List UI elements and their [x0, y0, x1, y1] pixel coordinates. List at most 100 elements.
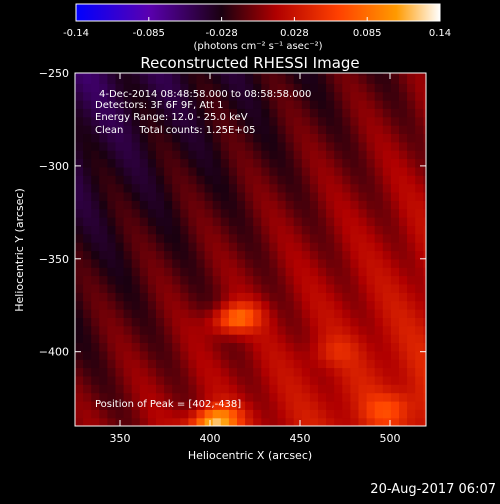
heatmap-cell — [139, 99, 149, 109]
heatmap-cell — [75, 309, 84, 318]
heatmap-cell — [366, 384, 376, 394]
heatmap-cell — [269, 200, 279, 210]
heatmap-cell — [99, 233, 108, 243]
heatmap-cell — [350, 375, 360, 385]
heatmap-cell — [407, 292, 416, 302]
heatmap-cell — [228, 200, 238, 210]
heatmap-cell — [309, 183, 319, 193]
heatmap-cell — [399, 141, 408, 151]
heatmap-cell — [269, 384, 279, 394]
heatmap-cell — [204, 417, 214, 426]
heatmap-cell — [188, 200, 198, 210]
heatmap-cell — [423, 300, 426, 310]
heatmap-cell — [245, 208, 254, 218]
heatmap-cell — [99, 141, 108, 151]
heatmap-cell — [172, 292, 181, 302]
heatmap-cell — [382, 200, 392, 210]
heatmap-cell — [220, 384, 230, 394]
heatmap-cell — [188, 166, 198, 176]
heatmap-cell — [374, 350, 384, 360]
heatmap-cell — [253, 258, 262, 268]
heatmap-cell — [172, 225, 181, 235]
heatmap-cell — [75, 108, 84, 118]
heatmap-cell — [382, 334, 392, 343]
heatmap-cell — [277, 91, 287, 101]
heatmap-cell — [237, 183, 246, 193]
heatmap-cell — [139, 275, 149, 285]
heatmap-cell — [75, 384, 84, 394]
heatmap-cell — [196, 309, 206, 318]
colorbar-tick-label: 0.085 — [353, 28, 382, 39]
heatmap-cell — [228, 258, 238, 268]
heatmap-cell — [309, 166, 319, 176]
heatmap-cell — [204, 116, 214, 126]
heatmap-cell — [131, 217, 141, 226]
heatmap-cell — [115, 317, 125, 327]
heatmap-cell — [115, 375, 125, 385]
heatmap-cell — [358, 108, 368, 118]
heatmap-cell — [309, 116, 319, 126]
heatmap-cell — [334, 375, 343, 385]
heatmap-cell — [228, 350, 238, 360]
heatmap-cell — [423, 83, 426, 93]
heatmap-cell — [382, 258, 392, 268]
heatmap-cell — [342, 133, 351, 143]
heatmap-cell — [326, 258, 335, 268]
heatmap-cell — [350, 99, 360, 109]
heatmap-cell — [237, 141, 246, 151]
heatmap-cell — [253, 141, 262, 151]
heatmap-cell — [326, 267, 335, 277]
heatmap-cell — [399, 225, 408, 235]
heatmap-cell — [131, 309, 141, 318]
heatmap-cell — [188, 384, 198, 394]
heatmap-cell — [107, 141, 117, 151]
heatmap-cell — [220, 400, 230, 410]
heatmap-cell — [301, 258, 311, 268]
heatmap-cell — [115, 83, 125, 93]
heatmap-cell — [107, 283, 117, 293]
heatmap-cell — [83, 400, 92, 410]
heatmap-cell — [172, 99, 181, 109]
heatmap-cell — [390, 99, 400, 109]
heatmap-cell — [285, 309, 295, 318]
heatmap-cell — [99, 150, 108, 160]
heatmap-cell — [261, 74, 270, 84]
heatmap-cell — [75, 150, 84, 160]
heatmap-cell — [180, 233, 189, 243]
heatmap-cell — [245, 300, 254, 310]
heatmap-cell — [415, 359, 424, 369]
heatmap-cell — [334, 108, 343, 118]
heatmap-cell — [237, 342, 246, 352]
heatmap-cell — [147, 283, 157, 293]
heatmap-cell — [350, 283, 360, 293]
heatmap-cell — [91, 166, 100, 176]
heatmap-cell — [285, 409, 295, 419]
heatmap-cell — [309, 141, 319, 151]
heatmap-cell — [245, 267, 254, 277]
heatmap-cell — [75, 242, 84, 252]
heatmap-cell — [180, 217, 189, 226]
heatmap-cell — [172, 242, 181, 252]
heatmap-cell — [147, 191, 157, 201]
heatmap-cell — [196, 108, 206, 118]
heatmap-cell — [301, 208, 311, 218]
heatmap-cell — [342, 325, 351, 335]
heatmap-cell — [366, 292, 376, 302]
heatmap-cell — [366, 217, 376, 226]
heatmap-cell — [156, 99, 165, 109]
y-tick-label: −350 — [39, 253, 69, 266]
heatmap-cell — [350, 175, 360, 185]
heatmap-cell — [123, 150, 133, 160]
heatmap-cell — [358, 91, 368, 101]
heatmap-cell — [301, 242, 311, 252]
heatmap-cell — [269, 292, 279, 302]
heatmap-cell — [123, 133, 133, 143]
heatmap-cell — [415, 250, 424, 260]
heatmap-cell — [374, 158, 384, 168]
heatmap-cell — [180, 375, 189, 385]
heatmap-cell — [220, 116, 230, 126]
heatmap-cell — [261, 83, 270, 93]
heatmap-cell — [139, 108, 149, 118]
heatmap-cell — [415, 150, 424, 160]
